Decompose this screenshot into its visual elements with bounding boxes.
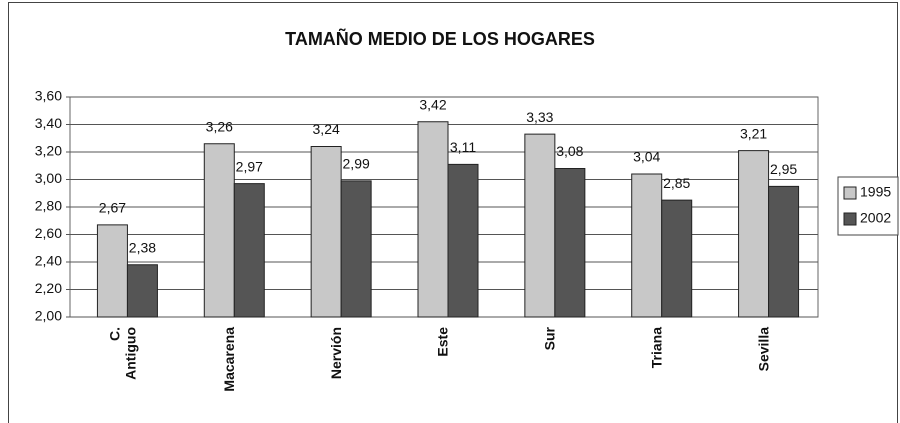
y-tick-label: 3,20 xyxy=(35,143,62,159)
data-label: 3,21 xyxy=(740,125,767,141)
bar xyxy=(738,150,770,318)
data-label: 3,24 xyxy=(313,121,340,137)
data-label: 3,26 xyxy=(206,118,233,134)
y-tick-label: 2,80 xyxy=(35,198,62,214)
bar xyxy=(554,168,586,318)
legend-label: 2002 xyxy=(860,210,891,226)
y-tick-label: 3,00 xyxy=(35,170,62,186)
y-tick-label: 2,60 xyxy=(35,225,62,241)
bar xyxy=(661,199,693,318)
data-label: 3,08 xyxy=(556,143,583,159)
y-tick-label: 2,20 xyxy=(35,280,62,296)
data-label: 2,67 xyxy=(99,200,126,216)
data-label: 2,99 xyxy=(343,156,370,172)
bar xyxy=(417,121,449,318)
bar xyxy=(340,180,372,318)
x-tick-label: Sevilla xyxy=(755,327,771,372)
chart-title: TAMAÑO MEDIO DE LOS HOGARES xyxy=(285,28,595,49)
data-label: 2,97 xyxy=(236,158,263,174)
data-label: 3,04 xyxy=(633,149,660,165)
bar xyxy=(96,224,128,318)
x-tick-label: Macarena xyxy=(221,327,237,392)
legend-label: 1995 xyxy=(860,184,891,200)
x-tick-label: Este xyxy=(435,327,451,357)
bar xyxy=(310,146,342,318)
y-tick-label: 2,00 xyxy=(35,308,62,324)
x-tick-label: Sur xyxy=(542,326,558,350)
bar xyxy=(203,143,235,318)
data-label: 3,33 xyxy=(526,109,553,125)
bar xyxy=(524,133,556,318)
data-label: 3,42 xyxy=(419,96,446,112)
x-tick-label: Triana xyxy=(648,327,664,368)
bar xyxy=(768,185,800,318)
data-label: 2,85 xyxy=(663,175,690,191)
bar xyxy=(233,183,265,318)
data-label: 2,38 xyxy=(129,239,156,255)
x-tick-label: C.Antiguo xyxy=(106,327,138,380)
x-tick-label: Nervión xyxy=(328,327,344,379)
legend-swatch xyxy=(843,212,857,226)
data-label: 3,11 xyxy=(450,139,476,155)
y-tick-label: 2,40 xyxy=(35,253,62,269)
bar xyxy=(631,173,663,318)
bar xyxy=(126,264,158,318)
y-tick-label: 3,40 xyxy=(35,115,62,131)
legend-swatch xyxy=(843,186,857,200)
data-label: 2,95 xyxy=(770,161,797,177)
bar xyxy=(447,163,479,318)
y-tick-label: 3,60 xyxy=(35,88,62,104)
